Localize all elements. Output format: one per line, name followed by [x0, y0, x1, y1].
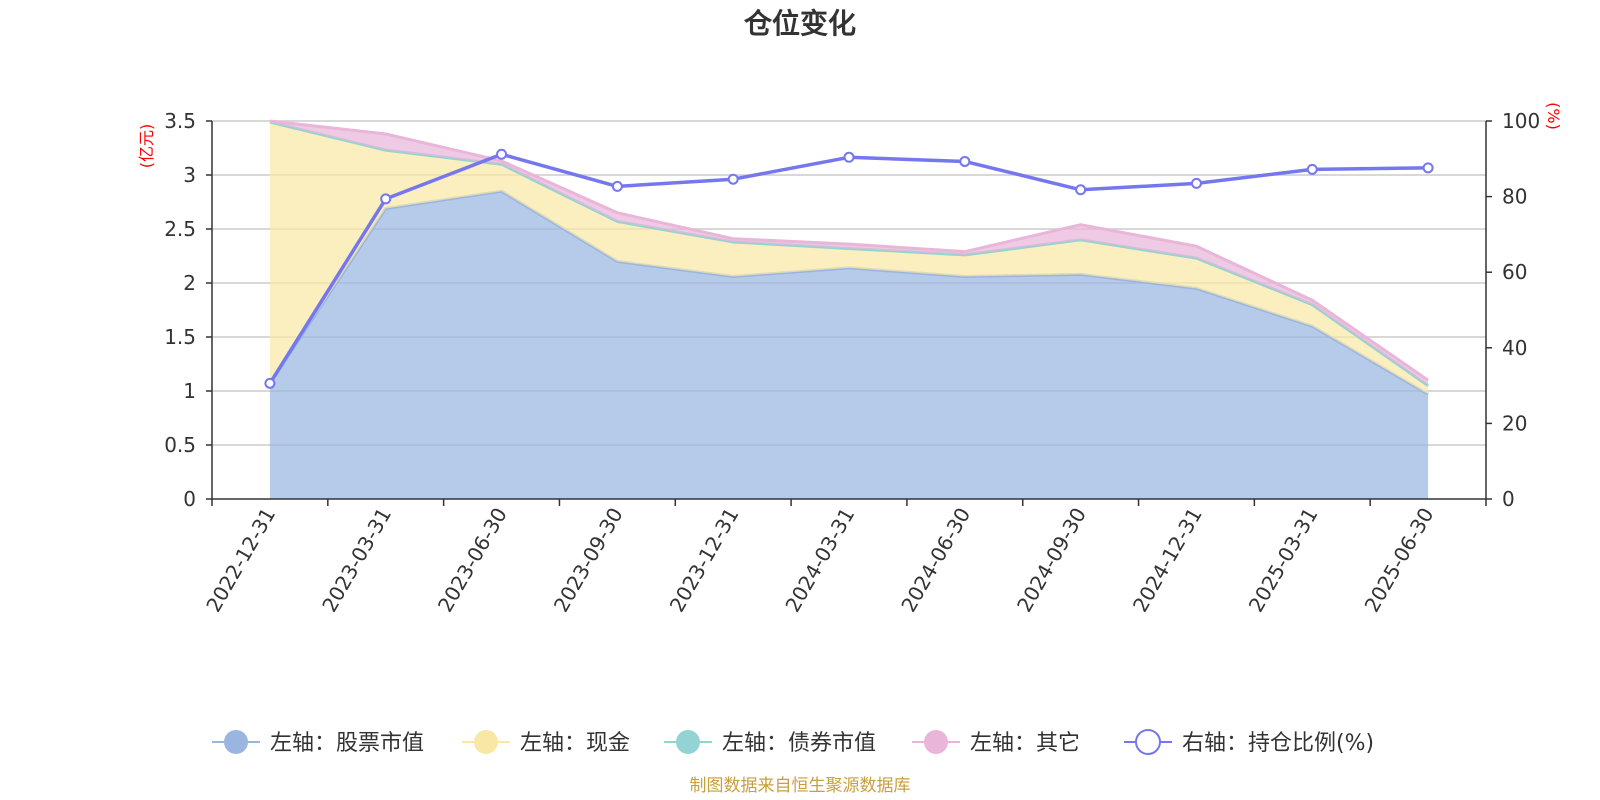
x-axis-tick-label: 2023-12-31 [665, 504, 744, 617]
legend-symbol-circle [676, 730, 700, 754]
legend: 左轴：股票市值 左轴：现金 左轴：债券市值 左轴：其它 右轴：持仓比例(%) [212, 729, 1374, 756]
legend-label: 左轴：股票市值 [270, 731, 424, 756]
x-axis-tick-label: 2024-03-31 [780, 504, 859, 617]
chart-title: 仓位变化 [744, 7, 856, 40]
legend-label: 左轴：现金 [520, 731, 630, 756]
ratio-point [496, 148, 508, 160]
area-line-3 [269, 119, 1429, 382]
ratio-point [1306, 163, 1318, 175]
left-axis-tick-label: 1 [183, 379, 196, 403]
x-axis-tick-label: 2024-09-30 [1012, 504, 1091, 617]
left-axis-tick-label: 0.5 [164, 433, 196, 457]
ratio-point [727, 173, 739, 185]
legend-symbol-circle [924, 730, 948, 754]
legend-label: 左轴：债券市值 [722, 731, 876, 756]
legend-symbol-circle [224, 730, 248, 754]
right-axis-tick-label: 20 [1502, 411, 1527, 435]
left-axis-tick-label: 3 [183, 163, 196, 187]
x-axis-tick-label: 2025-06-30 [1360, 504, 1439, 617]
ratio-point [1422, 162, 1434, 174]
left-axis-unit: (亿元) [137, 124, 156, 169]
left-axis-tick-label: 3.5 [164, 109, 196, 133]
ratio-point [1075, 184, 1087, 196]
right-axis-tick-label: 40 [1502, 336, 1527, 360]
ratio-point [380, 193, 392, 205]
left-axis-tick-label: 2.5 [164, 217, 196, 241]
ratio-point [264, 377, 276, 389]
left-axis-tick-label: 2 [183, 271, 196, 295]
x-axis-tick-label: 2023-06-30 [433, 504, 512, 617]
legend-label: 左轴：其它 [970, 731, 1080, 756]
area-fill-0 [269, 191, 1429, 499]
legend-symbol-hollow-circle [1135, 729, 1161, 755]
legend-label: 右轴：持仓比例(%) [1182, 731, 1374, 756]
right-axis-tick-label: 60 [1502, 260, 1527, 284]
ratio-point [843, 151, 855, 163]
x-axis-tick-label: 2024-12-31 [1128, 504, 1207, 617]
right-axis-tick-label: 80 [1502, 185, 1527, 209]
right-axis-tick-label: 0 [1502, 487, 1515, 511]
data-source-note: 制图数据来自恒生聚源数据库 [690, 776, 911, 796]
right-axis-tick-label: 100 [1502, 109, 1540, 133]
line-series-layer [264, 148, 1434, 389]
ratio-point [959, 155, 971, 167]
ratio-point [1190, 177, 1202, 189]
area-fill-1 [269, 122, 1429, 395]
x-axis-tick-label: 2025-03-31 [1244, 504, 1323, 617]
left-axis-tick-label: 1.5 [164, 325, 196, 349]
x-axis-tick-label: 2024-06-30 [896, 504, 975, 617]
left-axis-tick-label: 0 [183, 487, 196, 511]
legend-symbol-circle [474, 730, 498, 754]
x-axis-tick-label: 2023-03-31 [317, 504, 396, 617]
area-series-layer [268, 119, 1429, 499]
x-axis-tick-label: 2023-09-30 [549, 504, 628, 617]
ratio-point [611, 180, 623, 192]
right-axis-unit: (%) [1544, 102, 1563, 130]
x-axis-tick-label: 2022-12-31 [201, 504, 280, 617]
